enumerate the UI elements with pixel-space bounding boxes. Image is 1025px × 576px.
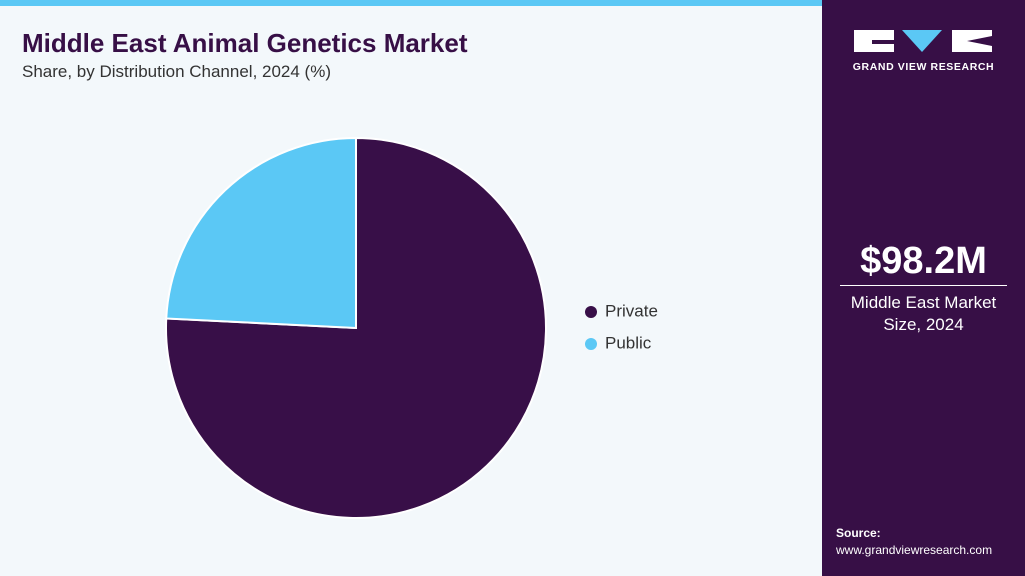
legend-marker bbox=[585, 306, 597, 318]
legend-label: Private bbox=[605, 301, 658, 320]
chart: Private Public bbox=[165, 136, 658, 519]
legend-label: Public bbox=[605, 333, 652, 352]
chart-subtitle: Share, by Distribution Channel, 2024 (%) bbox=[22, 62, 331, 81]
sidebar: GRAND VIEW RESEARCH $98.2M Middle East M… bbox=[822, 0, 1025, 576]
chart-title: Middle East Animal Genetics Market bbox=[22, 28, 468, 58]
market-value: $98.2M bbox=[860, 240, 987, 282]
divider bbox=[840, 285, 1007, 286]
top-bar bbox=[0, 0, 822, 6]
logo-cut bbox=[967, 36, 992, 46]
logo-v bbox=[902, 30, 942, 52]
logo-cut bbox=[872, 40, 894, 44]
logo bbox=[854, 30, 992, 52]
logo-text: GRAND VIEW RESEARCH bbox=[852, 61, 995, 73]
market-label: Middle East Market Size, 2024 bbox=[850, 293, 997, 334]
pie-slice bbox=[165, 136, 357, 330]
source-label: Source: bbox=[836, 526, 881, 540]
legend-marker bbox=[585, 338, 597, 350]
source-url: www.grandviewresearch.com bbox=[836, 543, 993, 557]
